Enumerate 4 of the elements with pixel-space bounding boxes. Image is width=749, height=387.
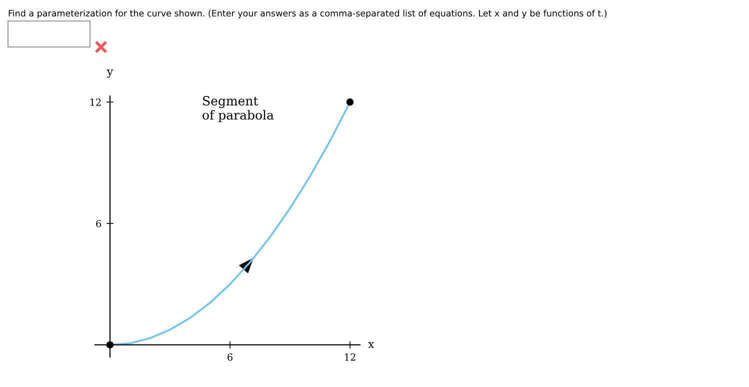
- x-axis-title: x: [368, 342, 374, 348]
- y-axis-title: y: [106, 70, 114, 78]
- annotation: Segment of parabola: [202, 96, 274, 122]
- chart-title: Find a parameterization for the curve shown. (Enter your answers as a comma-separated list of equations. Let x and y be functions of t.): [8, 10, 607, 18]
